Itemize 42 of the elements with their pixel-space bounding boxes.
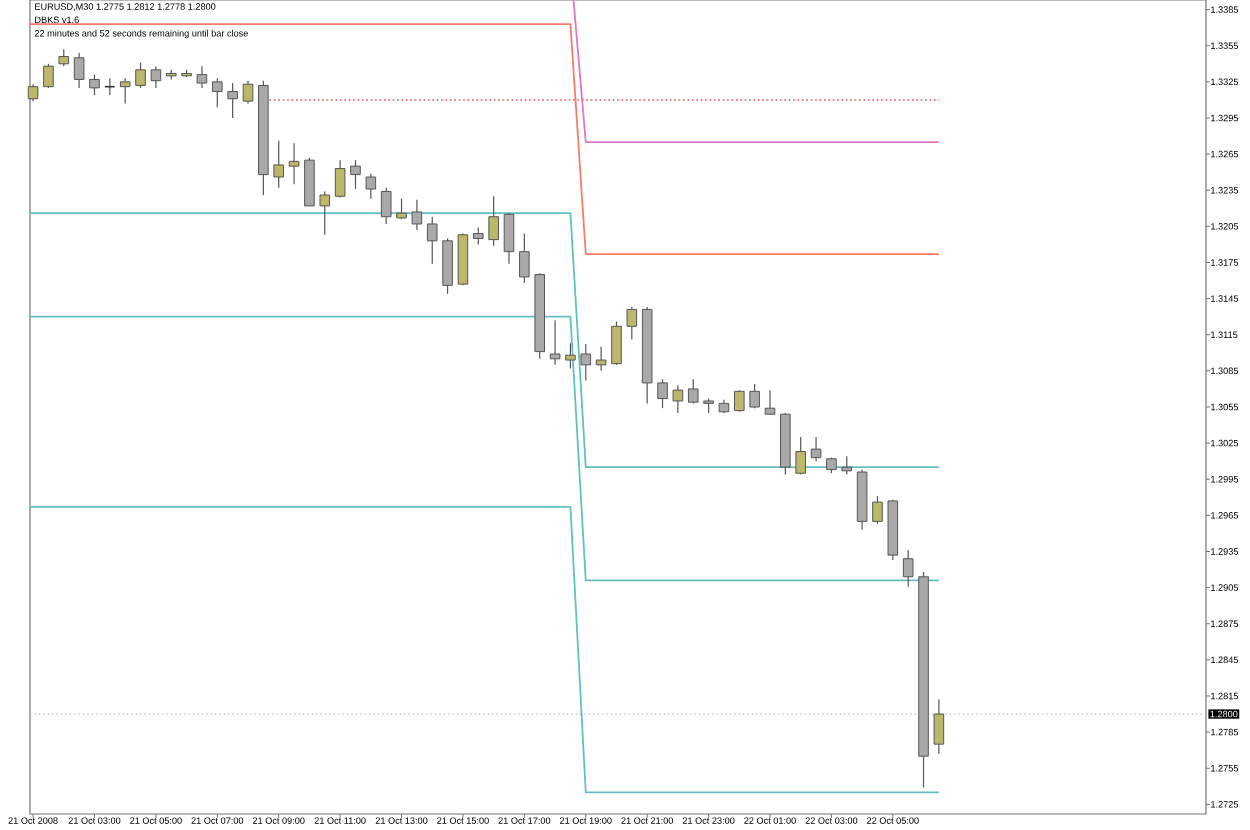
candlestick — [43, 63, 54, 89]
candlestick — [565, 342, 576, 370]
candlestick — [334, 159, 346, 199]
candlestick — [519, 232, 530, 284]
candlestick — [73, 52, 85, 89]
candlestick — [119, 77, 131, 105]
candlestick — [365, 172, 377, 200]
candlestick — [89, 74, 100, 96]
candlestick — [304, 157, 315, 207]
candlestick — [227, 82, 238, 119]
candlestick — [902, 549, 914, 588]
candlestick — [288, 142, 300, 185]
candlestick — [733, 389, 745, 413]
candlestick — [380, 187, 392, 225]
candlestick — [626, 306, 638, 341]
candlestick — [150, 65, 162, 89]
candlestick — [135, 61, 146, 89]
candlestick — [657, 378, 668, 409]
candlestick — [764, 389, 776, 415]
candlestick — [595, 346, 607, 372]
candlestick — [687, 378, 699, 404]
candlestick — [196, 65, 208, 89]
candlestick — [810, 436, 822, 462]
candlestick — [580, 343, 592, 382]
candlestick — [488, 195, 499, 247]
candlestick — [503, 212, 515, 265]
candlestick — [672, 384, 684, 414]
candlestick — [933, 699, 945, 755]
candlestick — [795, 436, 806, 476]
candlestick — [319, 190, 331, 236]
candlestick — [611, 320, 622, 366]
candlestick — [442, 237, 453, 295]
candlestick — [212, 77, 223, 108]
candlestick — [749, 383, 760, 409]
candlestick — [549, 319, 561, 366]
candlestick — [426, 216, 438, 265]
candlestick — [273, 140, 285, 189]
candlestick — [411, 199, 423, 231]
candlestick — [872, 495, 883, 525]
candlestick — [841, 455, 853, 476]
candlestick — [350, 159, 361, 190]
candlestick — [242, 80, 254, 105]
